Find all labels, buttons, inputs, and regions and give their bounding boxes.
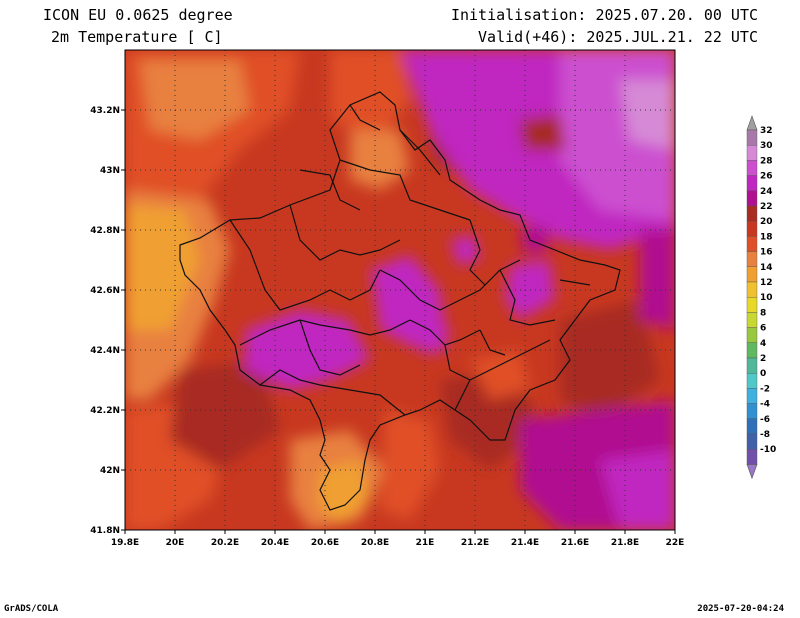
colorbar-label: 18 — [760, 232, 773, 242]
colorbar-swatch — [746, 220, 758, 237]
colorbar-swatch — [746, 160, 758, 176]
colorbar-swatch — [746, 342, 758, 359]
colorbar-label: 28 — [760, 156, 773, 166]
colorbar-top-arrow — [746, 115, 758, 131]
colorbar-label: 30 — [760, 141, 773, 151]
colorbar-label: 10 — [760, 293, 773, 303]
colorbar-swatch — [746, 312, 758, 328]
colorbar-swatch — [746, 251, 758, 268]
lon-tick-label: 21E — [416, 538, 435, 548]
colorbar-label: 12 — [760, 278, 773, 288]
lon-tick-label: 19.8E — [111, 538, 139, 548]
footer-credit: GrADS/COLA — [4, 604, 59, 614]
region-borders — [179, 91, 621, 511]
colorbar-label: 8 — [760, 308, 766, 318]
colorbar-label: -8 — [760, 430, 770, 440]
colorbar-label: -6 — [760, 415, 770, 425]
valid-time-label: Valid(+46): 2025.JUL.21. 22 UTC — [478, 28, 758, 46]
colorbar-swatch — [746, 281, 758, 298]
lat-axis: 41.8N 42N 42.2N 42.4N 42.6N 42.8N 43N 43.2N — [90, 106, 125, 536]
lon-tick-label: 21.8E — [611, 538, 639, 548]
lat-tick-label: 42.8N — [90, 226, 120, 236]
colorbar-label: 6 — [760, 324, 766, 334]
variable-title: 2m Temperature [ C] — [51, 28, 223, 46]
initialisation-label: Initialisation: 2025.07.20. 00 UTC — [450, 6, 758, 24]
lon-tick-label: 20.4E — [261, 538, 289, 548]
lat-tick-label: 42.2N — [90, 406, 120, 416]
lon-tick-label: 21.2E — [461, 538, 489, 548]
colorbar-label: 2 — [760, 354, 766, 364]
lon-axis: 19.8E 20E 20.2E 20.4E 20.6E 20.8E 21E 21.2E 21.4… — [111, 530, 685, 548]
gridlines — [125, 50, 675, 530]
lat-tick-label: 42.6N — [90, 286, 120, 296]
colorbar-swatch — [746, 144, 758, 161]
lon-tick-label: 20E — [166, 538, 185, 548]
colorbar-label: 0 — [760, 369, 766, 379]
colorbar-swatch — [746, 433, 758, 450]
colorbar-swatch — [746, 297, 758, 313]
colorbar-label: 22 — [760, 202, 773, 212]
lat-tick-label: 42.4N — [90, 346, 120, 356]
colorbar-swatch — [746, 327, 758, 344]
colorbar-label: -4 — [760, 400, 770, 410]
colorbar-label: -10 — [760, 445, 776, 455]
lat-tick-label: 41.8N — [90, 526, 120, 536]
colorbar-bottom-arrow — [746, 464, 758, 480]
lon-tick-label: 21.4E — [511, 538, 539, 548]
colorbar-swatch — [746, 388, 758, 404]
colorbar-swatch — [746, 175, 758, 192]
lon-tick-label: 22E — [666, 538, 685, 548]
colorbar-label: 26 — [760, 172, 773, 182]
lon-tick-label: 21.6E — [561, 538, 589, 548]
colorbar-swatch — [746, 129, 758, 146]
colorbar-label: -2 — [760, 384, 770, 394]
colorbar-swatch — [746, 205, 758, 222]
lon-tick-label: 20.8E — [361, 538, 389, 548]
colorbar-label: 4 — [760, 339, 766, 349]
footer-timestamp: 2025-07-20-04:24 — [697, 604, 784, 614]
lon-tick-label: 20.6E — [311, 538, 339, 548]
colorbar-swatch — [746, 357, 758, 374]
colorbar-swatch — [746, 190, 758, 207]
colorbar-swatch — [746, 403, 758, 420]
colorbar-label: 14 — [760, 263, 773, 273]
colorbar-label: 20 — [760, 217, 773, 227]
model-title: ICON EU 0.0625 degree — [43, 6, 233, 24]
colorbar-label: 32 — [760, 126, 773, 136]
lat-tick-label: 43.2N — [90, 106, 120, 116]
lat-tick-label: 43N — [100, 166, 120, 176]
lat-tick-label: 42N — [100, 466, 120, 476]
colorbar-label: 24 — [760, 187, 773, 197]
colorbar-swatch — [746, 266, 758, 283]
lon-tick-label: 20.2E — [211, 538, 239, 548]
colorbar-swatch — [746, 236, 758, 252]
colorbar-swatch — [746, 418, 758, 435]
colorbar-label: 16 — [760, 248, 773, 258]
colorbar-swatch — [746, 373, 758, 389]
colorbar-swatch — [746, 449, 758, 465]
